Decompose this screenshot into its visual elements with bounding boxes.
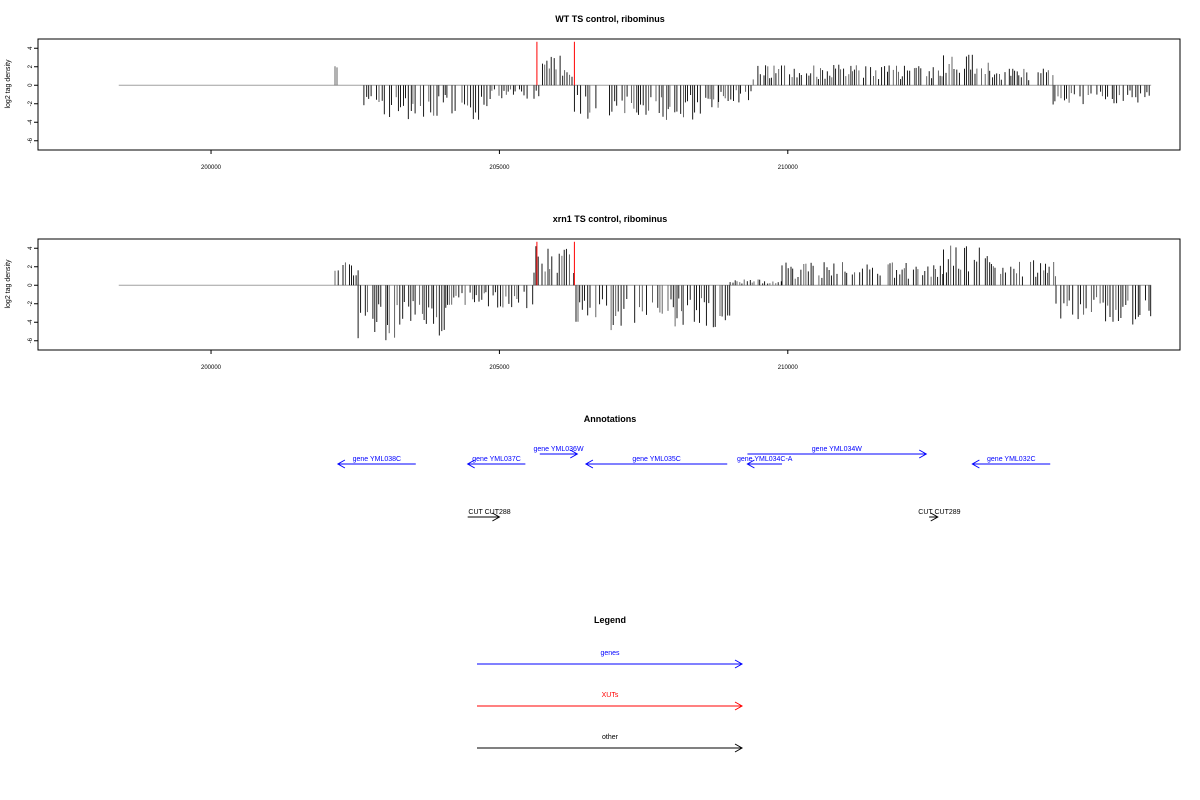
y-tick-label: 2 bbox=[28, 64, 34, 68]
y-tick-label: 0 bbox=[28, 83, 34, 87]
annotation-tracks: gene YML038C gene YML037C gene YML036W gene… bbox=[336, 446, 1051, 522]
gene-label: gene YML034W bbox=[812, 446, 862, 453]
y-tick-label: -2 bbox=[28, 300, 34, 306]
panel-xrn1: xrn1 TS control, ribominus log2 tag dens… bbox=[5, 214, 1181, 371]
gene-arrow bbox=[539, 449, 579, 459]
cut-arrow bbox=[929, 512, 939, 522]
gene-label: gene YML034C-A bbox=[737, 456, 793, 463]
panel-wt: WT TS control, ribominus log2 tag densit… bbox=[5, 14, 1181, 171]
cut-arrow bbox=[467, 512, 501, 522]
panel-xrn1-title: xrn1 TS control, ribominus bbox=[553, 214, 668, 224]
y-tick-label: -2 bbox=[28, 100, 34, 106]
panel-wt-bars bbox=[118, 41, 1152, 120]
annotations-panel: Annotations gene YML038C gene YML037Cgene… bbox=[336, 414, 1051, 522]
legend-label: genes bbox=[600, 650, 620, 657]
cut-label: CUT CUT288 bbox=[468, 509, 510, 516]
panel-wt-ylabel: log2 tag density bbox=[5, 59, 12, 109]
y-tick-label: 4 bbox=[28, 246, 34, 250]
gene-arrow bbox=[746, 459, 783, 469]
legend-arrow bbox=[477, 743, 744, 753]
legend-title: Legend bbox=[594, 615, 626, 625]
panel-wt-frame bbox=[37, 38, 1181, 151]
panel-wt-title: WT TS control, ribominus bbox=[555, 14, 665, 24]
x-tick-label: 205000 bbox=[489, 165, 510, 171]
y-tick-label: 0 bbox=[28, 283, 34, 287]
y-tick-label: -6 bbox=[28, 137, 34, 143]
y-tick-label: -6 bbox=[28, 337, 34, 343]
legend-items: genes XUTs other bbox=[477, 650, 744, 753]
gene-arrow bbox=[336, 459, 416, 469]
x-tick-label: 210000 bbox=[778, 165, 799, 171]
legend-arrow bbox=[477, 659, 744, 669]
panel-xrn1-bars bbox=[118, 241, 1152, 341]
y-tick-label: 2 bbox=[28, 264, 34, 268]
legend-label: XUTs bbox=[602, 692, 619, 699]
panel-xrn1-ylabel: log2 tag density bbox=[5, 259, 12, 309]
panel-xrn1-axes: 4 2 0 -2 -4 -6 200000 205000 210000 bbox=[28, 246, 798, 371]
legend-label: other bbox=[602, 734, 619, 741]
y-tick-label: 4 bbox=[28, 46, 34, 50]
x-tick-label: 200000 bbox=[201, 365, 222, 371]
y-tick-label: -4 bbox=[28, 119, 34, 125]
y-tick-label: -4 bbox=[28, 319, 34, 325]
x-tick-label: 210000 bbox=[778, 365, 799, 371]
panel-wt-axes: 4 2 0 -2 -4 -6 200000 205000 210000 bbox=[28, 46, 798, 171]
gene-label: gene YML038C bbox=[353, 456, 402, 463]
gene-label: gene YML035C bbox=[632, 456, 681, 463]
x-tick-label: 200000 bbox=[201, 165, 222, 171]
gene-label: gene YML036W bbox=[533, 446, 583, 453]
gene-arrow bbox=[747, 449, 928, 459]
x-tick-label: 205000 bbox=[489, 365, 510, 371]
annotations-title: Annotations bbox=[584, 414, 637, 424]
gene-label: gene YML032C bbox=[987, 456, 1036, 463]
gene-arrow bbox=[466, 459, 526, 469]
cut-label: CUT CUT289 bbox=[918, 509, 960, 516]
gene-label: gene YML037C bbox=[472, 456, 521, 463]
panel-xrn1-frame bbox=[37, 238, 1181, 351]
legend-panel: Legend genes XUTs other bbox=[477, 615, 744, 753]
gene-arrow bbox=[584, 459, 728, 469]
legend-arrow bbox=[477, 701, 744, 711]
gene-arrow bbox=[971, 459, 1051, 469]
